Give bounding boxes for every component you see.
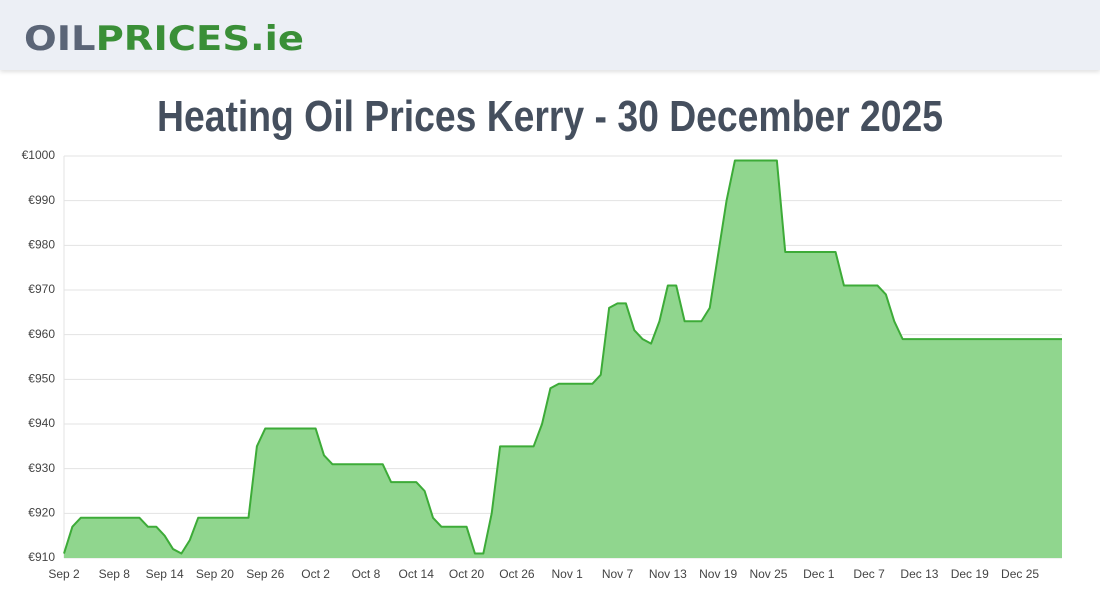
x-tick-label: Sep 20 xyxy=(196,567,234,581)
logo-part: PRICES xyxy=(96,19,250,59)
logo-part: OIL xyxy=(24,19,96,59)
y-tick-label: €960 xyxy=(28,327,55,341)
x-tick-label: Sep 8 xyxy=(99,567,131,581)
x-tick-label: Dec 19 xyxy=(951,567,989,581)
x-tick-label: Oct 2 xyxy=(301,567,330,581)
y-tick-label: €1000 xyxy=(22,148,56,162)
x-tick-label: Nov 13 xyxy=(649,567,687,581)
area-fill xyxy=(64,160,1062,558)
chart-title: Heating Oil Prices Kerry - 30 December 2… xyxy=(157,92,943,141)
y-tick-label: €980 xyxy=(28,238,55,252)
x-tick-label: Oct 8 xyxy=(352,567,381,581)
x-tick-label: Dec 13 xyxy=(900,567,938,581)
logo-part: .ie xyxy=(250,19,304,59)
x-tick-label: Oct 20 xyxy=(449,567,485,581)
x-tick-label: Nov 19 xyxy=(699,567,737,581)
x-tick-label: Sep 2 xyxy=(48,567,80,581)
x-tick-label: Oct 14 xyxy=(399,567,435,581)
price-line xyxy=(63,159,1062,555)
x-tick-label: Dec 25 xyxy=(1001,567,1039,581)
y-tick-label: €970 xyxy=(28,282,55,296)
y-tick-label: €920 xyxy=(28,506,55,520)
y-tick-label: €950 xyxy=(28,372,55,386)
x-tick-label: Nov 1 xyxy=(552,567,584,581)
x-tick-label: Oct 26 xyxy=(499,567,535,581)
header-bar xyxy=(0,0,1100,70)
x-tick-label: Sep 14 xyxy=(146,567,184,581)
x-tick-label: Nov 25 xyxy=(749,567,787,581)
x-tick-label: Dec 7 xyxy=(853,567,885,581)
y-tick-label: €940 xyxy=(28,416,55,430)
x-tick-label: Nov 7 xyxy=(602,567,634,581)
logo[interactable]: OIL PRICES .ie xyxy=(24,19,304,59)
y-tick-label: €930 xyxy=(28,461,55,475)
y-tick-label: €990 xyxy=(28,193,55,207)
x-tick-label: Dec 1 xyxy=(803,567,835,581)
y-tick-label: €910 xyxy=(28,550,55,564)
x-tick-label: Sep 26 xyxy=(246,567,284,581)
